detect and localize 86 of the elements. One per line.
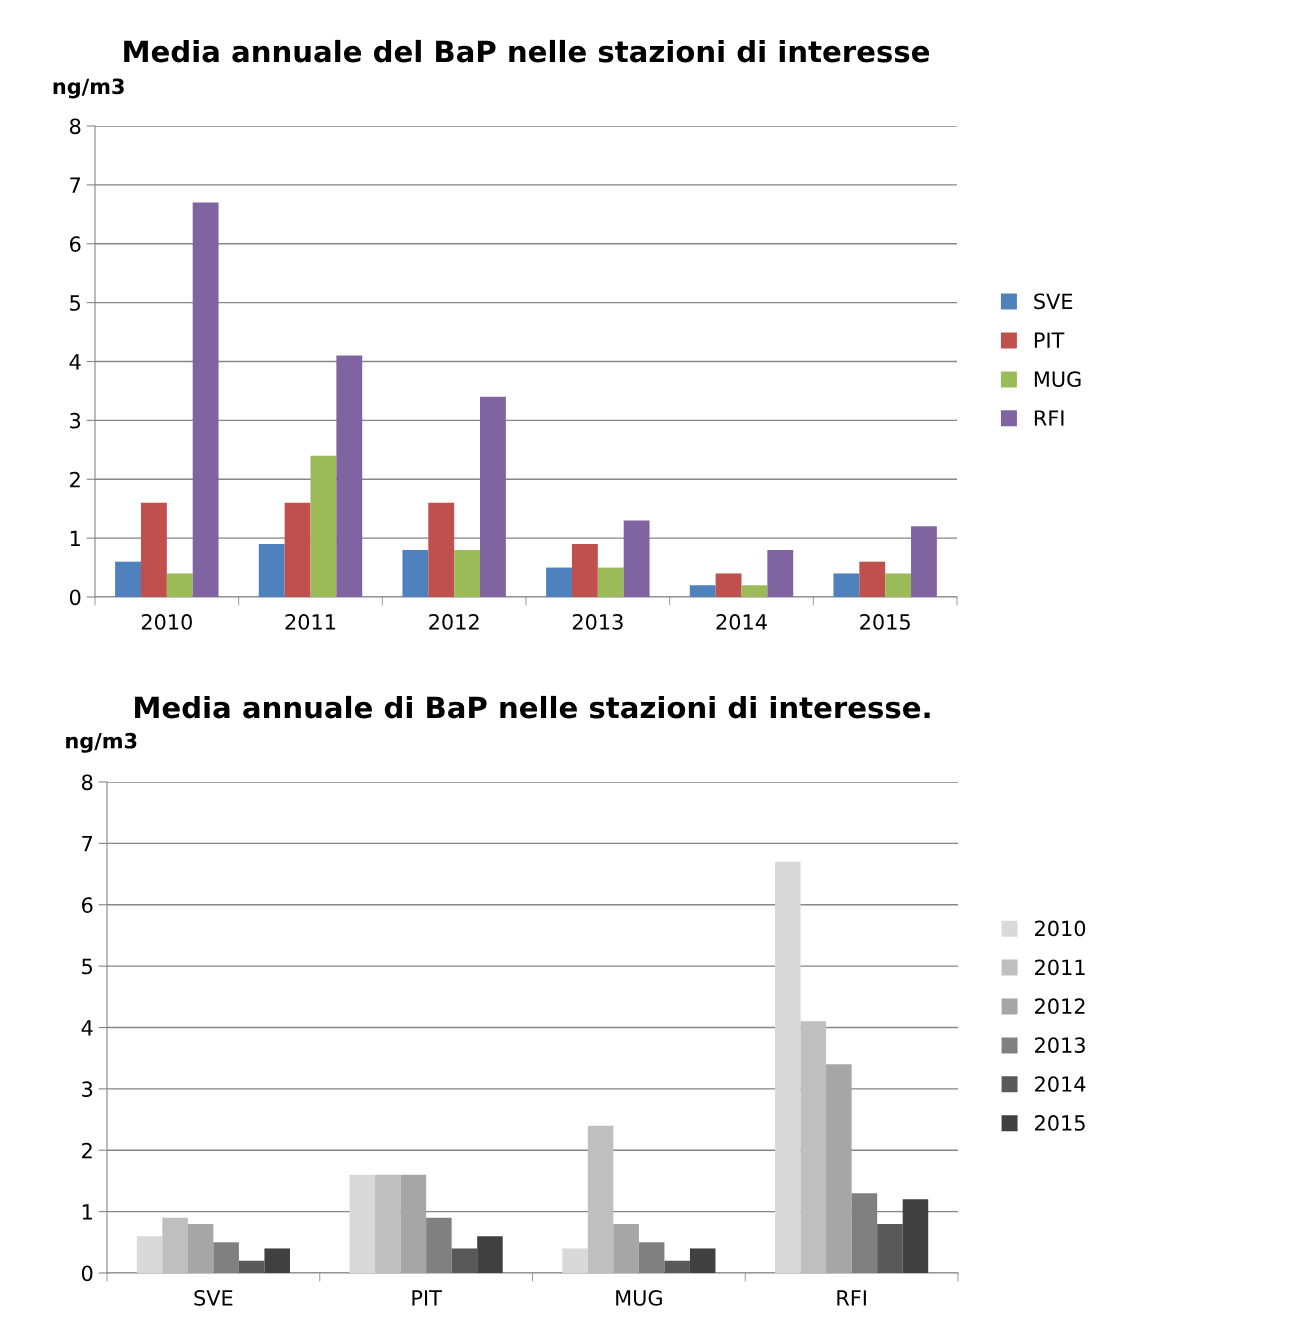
bar [826, 1064, 852, 1273]
bar [562, 1248, 588, 1273]
bar [571, 544, 598, 597]
y-tick-label: 8 [69, 118, 81, 135]
x-tick-label: 2014 [716, 614, 767, 630]
chart-title: Media annuale del BaP nelle stazioni di interesse [124, 39, 930, 63]
bar [477, 1236, 503, 1273]
y-tick-label: 0 [81, 1265, 93, 1282]
bar [162, 1217, 188, 1273]
x-tick-label: PIT [412, 1290, 442, 1306]
bar [238, 1260, 265, 1273]
y-tick-label: 1 [82, 1204, 92, 1220]
bar [115, 561, 141, 597]
x-tick-label: 2015 [860, 614, 910, 630]
legend-label: 2013 [1035, 1037, 1085, 1053]
chart-title: Media annuale di BaP nelle stazioni di interesse. [135, 695, 930, 719]
bar [741, 585, 768, 597]
legend-label: PIT [1034, 332, 1065, 348]
bar [192, 202, 219, 597]
x-tick-label: RFI [837, 1290, 866, 1306]
bar [402, 549, 429, 597]
y-axis-title: ng/m3 [53, 78, 124, 99]
bar [136, 1236, 163, 1273]
y-tick-label: 4 [69, 354, 81, 370]
legend-label: RFI [1034, 410, 1064, 426]
bar [877, 1223, 903, 1273]
bar [451, 1248, 478, 1273]
legend-label: SVE [1034, 293, 1073, 310]
bar [546, 567, 572, 597]
bar [587, 1125, 614, 1273]
bar [664, 1260, 690, 1273]
y-tick-label: 8 [81, 774, 93, 791]
bar [689, 585, 716, 597]
x-tick-label: 2012 [429, 614, 479, 630]
x-tick-label: 2011 [285, 614, 336, 630]
y-tick-label: 5 [82, 958, 92, 975]
bar [767, 549, 794, 597]
y-tick-label: 6 [70, 236, 81, 252]
y-tick-label: 3 [70, 412, 81, 429]
bar [833, 573, 860, 597]
bar [597, 567, 624, 597]
bar [613, 1223, 639, 1273]
y-tick-label: 3 [82, 1081, 93, 1098]
bar [400, 1174, 427, 1273]
bar [715, 573, 742, 597]
bar [800, 1021, 827, 1273]
bar [284, 502, 311, 597]
y-tick-label: 5 [70, 295, 80, 311]
legend-label: 2011 [1035, 959, 1085, 976]
bar [258, 544, 285, 597]
legend-label: 2015 [1035, 1115, 1085, 1131]
y-tick-label: 6 [82, 897, 93, 913]
bar [187, 1223, 214, 1273]
x-tick-label: SVE [194, 1290, 233, 1306]
y-tick-label: 7 [82, 836, 93, 852]
bar [623, 520, 650, 597]
bar [310, 455, 337, 597]
x-tick-label: 2010 [141, 614, 192, 630]
bar [454, 549, 481, 597]
y-tick-label: 4 [81, 1020, 93, 1036]
bar [480, 396, 506, 597]
legend-label: 2010 [1035, 920, 1086, 937]
legend-label: 2012 [1035, 998, 1085, 1015]
legend-label: 2014 [1035, 1076, 1086, 1092]
x-tick-label: MUG [616, 1290, 662, 1306]
y-axis-title: ng/m3 [66, 732, 137, 753]
bar [859, 561, 886, 597]
bar [336, 355, 363, 597]
y-tick-label: 1 [70, 530, 80, 547]
bar [689, 1248, 716, 1273]
bar [911, 526, 937, 597]
y-tick-label: 2 [70, 471, 80, 488]
bar [375, 1174, 401, 1273]
x-tick-label: 2013 [572, 614, 623, 630]
y-tick-label: 0 [69, 589, 81, 606]
bar [166, 573, 193, 597]
bar [264, 1248, 290, 1273]
bar [902, 1199, 929, 1273]
bar [428, 502, 455, 597]
bar [349, 1174, 376, 1273]
bar [140, 502, 167, 597]
bar [775, 861, 801, 1273]
y-tick-label: 7 [70, 177, 81, 193]
legend-label: MUG [1034, 371, 1081, 387]
bar [885, 573, 912, 597]
y-tick-label: 2 [82, 1142, 92, 1159]
